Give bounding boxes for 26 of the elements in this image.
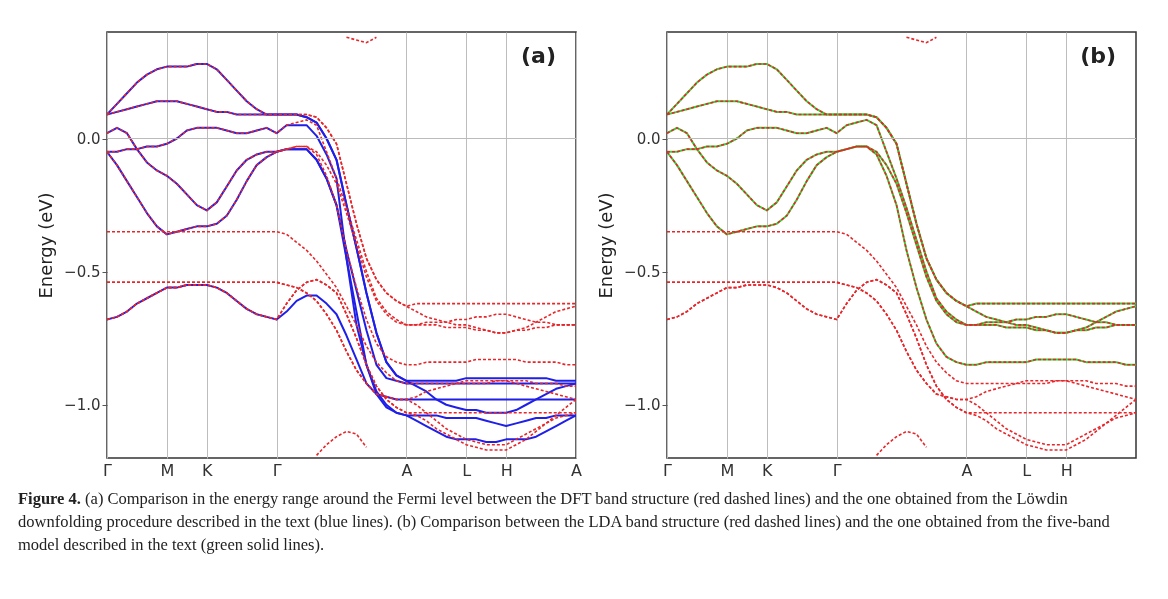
x-tick-label: A — [401, 460, 413, 480]
y-axis-title: Energy (eV) — [595, 192, 617, 299]
x-tick-label: H — [1060, 460, 1073, 480]
x-tick-label: H — [500, 460, 513, 480]
y-tick-label: −1.0 — [64, 396, 101, 415]
x-tick-label: L — [1022, 460, 1032, 480]
x-tick-label: Γ — [663, 460, 673, 480]
x-tick-label: A — [961, 460, 973, 480]
y-tick-label: −1.0 — [624, 396, 661, 415]
annotation: (a) — [521, 43, 556, 68]
x-tick-label: A — [571, 460, 583, 480]
x-tick-label: K — [762, 460, 774, 480]
y-axis-title: Energy (eV) — [35, 192, 57, 299]
x-tick-label: M — [160, 460, 175, 480]
x-tick-label: K — [202, 460, 214, 480]
y-tick-label: −0.5 — [624, 263, 661, 282]
x-tick-label: Γ — [832, 460, 842, 480]
caption: Figure 4. (a) Comparison in the energy range around the Fermi level between the DFT band structure (red dashed lines) and the one obtained from the Löwdin downfolding procedure described in the text (blue lines). (b) Comparison between the LDA band structure (red dashed lines) and the one obtained from the five-band model described in the text (green solid lines). — [18, 488, 1111, 556]
x-tick-label: M — [720, 460, 735, 480]
x-tick-label: L — [462, 460, 472, 480]
y-tick-label: −0.5 — [64, 263, 101, 282]
y-tick-label: 0.0 — [636, 130, 661, 148]
x-tick-label: Γ — [103, 460, 113, 480]
x-tick-label: Γ — [272, 460, 282, 480]
y-tick-label: 0.0 — [76, 130, 101, 148]
annotation: (b) — [1080, 43, 1116, 68]
